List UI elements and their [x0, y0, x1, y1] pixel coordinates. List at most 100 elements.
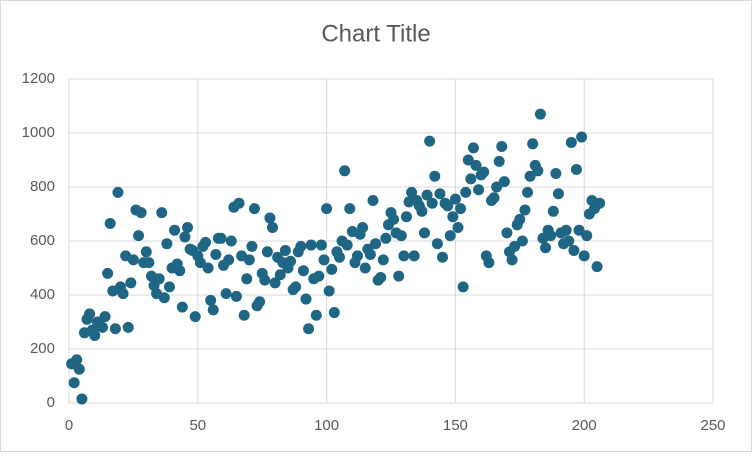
- point: [447, 211, 459, 223]
- point: [89, 330, 101, 341]
- x-tick-label: 250: [700, 417, 725, 434]
- point: [498, 176, 510, 188]
- point: [112, 186, 124, 198]
- x-tick-label: 150: [443, 417, 468, 434]
- point: [452, 222, 464, 233]
- point: [333, 251, 345, 263]
- point: [483, 257, 495, 269]
- point: [133, 230, 145, 242]
- point: [179, 231, 191, 243]
- point: [470, 159, 482, 171]
- point: [269, 277, 281, 289]
- y-tick-label: 200: [30, 340, 55, 357]
- point: [442, 200, 454, 212]
- point: [359, 262, 371, 274]
- point: [279, 244, 291, 256]
- point: [509, 240, 521, 252]
- point: [522, 186, 534, 198]
- point: [434, 188, 446, 200]
- point: [496, 141, 508, 152]
- x-tick-label: 50: [189, 417, 206, 434]
- point: [388, 213, 400, 225]
- point: [424, 135, 436, 147]
- point: [176, 301, 188, 313]
- point: [429, 170, 441, 182]
- point: [259, 274, 271, 286]
- point: [181, 222, 193, 233]
- point: [488, 192, 500, 204]
- point: [547, 205, 559, 217]
- point: [109, 323, 121, 335]
- point: [418, 227, 430, 239]
- point: [426, 197, 438, 209]
- point: [290, 281, 302, 293]
- point: [153, 273, 165, 285]
- point: [140, 246, 152, 258]
- point: [437, 251, 449, 263]
- point: [540, 242, 552, 254]
- point: [127, 254, 139, 266]
- point: [527, 138, 539, 150]
- point: [400, 211, 412, 223]
- point: [158, 292, 170, 304]
- point: [261, 246, 273, 258]
- point: [161, 238, 173, 250]
- point: [444, 230, 456, 242]
- point: [449, 193, 461, 205]
- point: [565, 136, 577, 148]
- point: [297, 265, 309, 277]
- y-tick-label: 1200: [22, 70, 55, 87]
- point: [457, 281, 469, 293]
- point: [233, 197, 245, 209]
- point: [313, 270, 325, 282]
- point: [318, 254, 330, 266]
- point: [117, 288, 129, 300]
- x-tick-label: 100: [314, 417, 339, 434]
- point: [545, 230, 557, 242]
- point: [328, 307, 340, 319]
- point: [473, 184, 485, 196]
- point: [125, 277, 137, 289]
- chart-title: Chart Title: [321, 20, 430, 47]
- point: [295, 240, 307, 252]
- point: [189, 311, 201, 323]
- point: [223, 254, 235, 266]
- point: [581, 230, 593, 242]
- point: [243, 254, 255, 266]
- point: [241, 273, 253, 285]
- point: [516, 235, 528, 247]
- x-tick-label: 200: [572, 417, 597, 434]
- point: [519, 204, 531, 216]
- point: [73, 363, 85, 375]
- point: [506, 254, 518, 266]
- point: [305, 239, 317, 251]
- point: [578, 250, 590, 262]
- point: [156, 207, 168, 219]
- point: [321, 203, 333, 215]
- point: [380, 232, 392, 244]
- point: [310, 309, 322, 321]
- point: [274, 269, 286, 281]
- point: [238, 309, 250, 321]
- point: [491, 181, 503, 193]
- point: [169, 224, 181, 236]
- point: [534, 108, 546, 120]
- point: [230, 290, 242, 302]
- point: [395, 230, 407, 242]
- y-tick-label: 600: [30, 232, 55, 249]
- point: [99, 311, 111, 323]
- point: [341, 239, 353, 251]
- point: [467, 142, 479, 154]
- point: [194, 257, 206, 269]
- point: [563, 235, 575, 247]
- point: [339, 165, 351, 177]
- point: [501, 227, 513, 239]
- point: [264, 212, 276, 224]
- point: [478, 166, 490, 178]
- point: [102, 267, 114, 279]
- point: [210, 249, 222, 260]
- point: [84, 308, 96, 320]
- point: [431, 238, 443, 250]
